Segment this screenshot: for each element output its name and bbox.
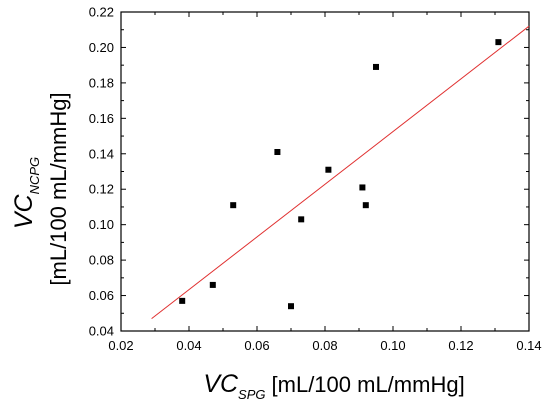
x-axis-title-subscript: SPG <box>238 387 265 402</box>
data-point <box>359 184 366 191</box>
y-axis-title-line1: VCNCPG <box>10 157 42 229</box>
y-tick-label: 0.22 <box>89 5 114 20</box>
linear-fit-line <box>151 25 530 319</box>
y-tick-label: 0.06 <box>89 288 114 303</box>
data-point <box>325 166 332 173</box>
x-axis-title-units: [mL/100 mL/mmHg] <box>272 372 465 397</box>
x-axis-title-main: VC <box>203 370 239 398</box>
x-tick-label: 0.06 <box>244 338 269 353</box>
x-tick-label: 0.02 <box>108 338 133 353</box>
y-tick-label: 0.12 <box>89 182 114 197</box>
data-point <box>298 216 305 223</box>
y-tick-label: 0.10 <box>89 217 114 232</box>
data-point <box>362 202 369 209</box>
x-tick-label: 0.14 <box>516 338 541 353</box>
y-tick-label: 0.20 <box>89 40 114 55</box>
y-tick-label: 0.16 <box>89 111 114 126</box>
data-point <box>495 39 502 46</box>
data-point <box>179 297 186 304</box>
y-axis-title-subscript: NCPG <box>27 157 42 195</box>
y-axis-title-units: [mL/100 mL/mmHg] <box>46 92 71 285</box>
x-axis-title: VCSPG [mL/100 mL/mmHg] <box>203 370 464 402</box>
data-point <box>288 303 294 310</box>
x-tick-label: 0.04 <box>176 338 201 353</box>
x-tick-label: 0.08 <box>312 338 337 353</box>
data-point <box>274 149 281 156</box>
data-point <box>209 281 216 288</box>
x-tick-label: 0.10 <box>380 338 405 353</box>
plot-area-frame <box>120 11 530 332</box>
y-tick-label: 0.18 <box>89 75 114 90</box>
data-point <box>373 63 379 70</box>
data-point <box>230 202 237 209</box>
y-axis-title: VCNCPG [mL/100 mL/mmHg] <box>10 92 71 285</box>
x-tick-label: 0.12 <box>448 338 473 353</box>
y-axis-title-main: VC <box>10 193 38 229</box>
y-tick-label: 0.08 <box>89 253 114 268</box>
y-tick-label: 0.14 <box>89 146 114 161</box>
y-tick-label: 0.04 <box>89 324 114 339</box>
